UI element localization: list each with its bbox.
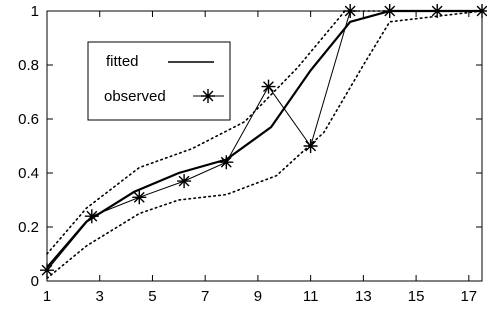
x-tick-label: 5 <box>148 288 156 305</box>
x-tick-label: 13 <box>355 288 372 305</box>
data-point-star <box>219 155 234 170</box>
series-layer <box>40 4 487 280</box>
data-point-star <box>177 174 192 189</box>
plot-frame <box>46 10 483 282</box>
data-point-star <box>430 4 445 18</box>
x-tick-label: 9 <box>254 288 262 305</box>
data-point-star <box>40 263 54 278</box>
series-band-2 <box>46 10 483 255</box>
x-tick-label: 3 <box>96 288 104 305</box>
series-band-3 <box>46 10 483 280</box>
series-line <box>46 10 483 255</box>
legend: fitted observed <box>87 41 231 121</box>
x-tick-label: 1 <box>43 288 51 305</box>
data-point-star <box>261 79 276 94</box>
x-tick-label: 7 <box>201 288 209 305</box>
y-tick-label: 0 <box>31 273 39 290</box>
x-tick-label: 11 <box>303 288 319 305</box>
y-tick-label: 0.2 <box>18 219 39 236</box>
data-point-star <box>303 139 318 153</box>
x-tick-label: 15 <box>408 288 425 305</box>
legend-star-marker <box>201 89 215 103</box>
legend-star-glyph <box>201 89 215 103</box>
legend-box <box>87 41 231 121</box>
y-tick-label: 1 <box>31 3 39 20</box>
data-point-star <box>132 190 147 205</box>
data-point-star <box>84 209 99 224</box>
y-tick-label: 0.6 <box>18 111 39 128</box>
y-tick-label: 0.4 <box>18 165 39 182</box>
x-tick-label: 17 <box>460 288 477 305</box>
legend-label-fitted: fitted <box>106 53 139 70</box>
series-line <box>46 10 483 280</box>
legend-label-observed: observed <box>104 88 166 105</box>
y-tick-label: 0.8 <box>18 57 39 74</box>
